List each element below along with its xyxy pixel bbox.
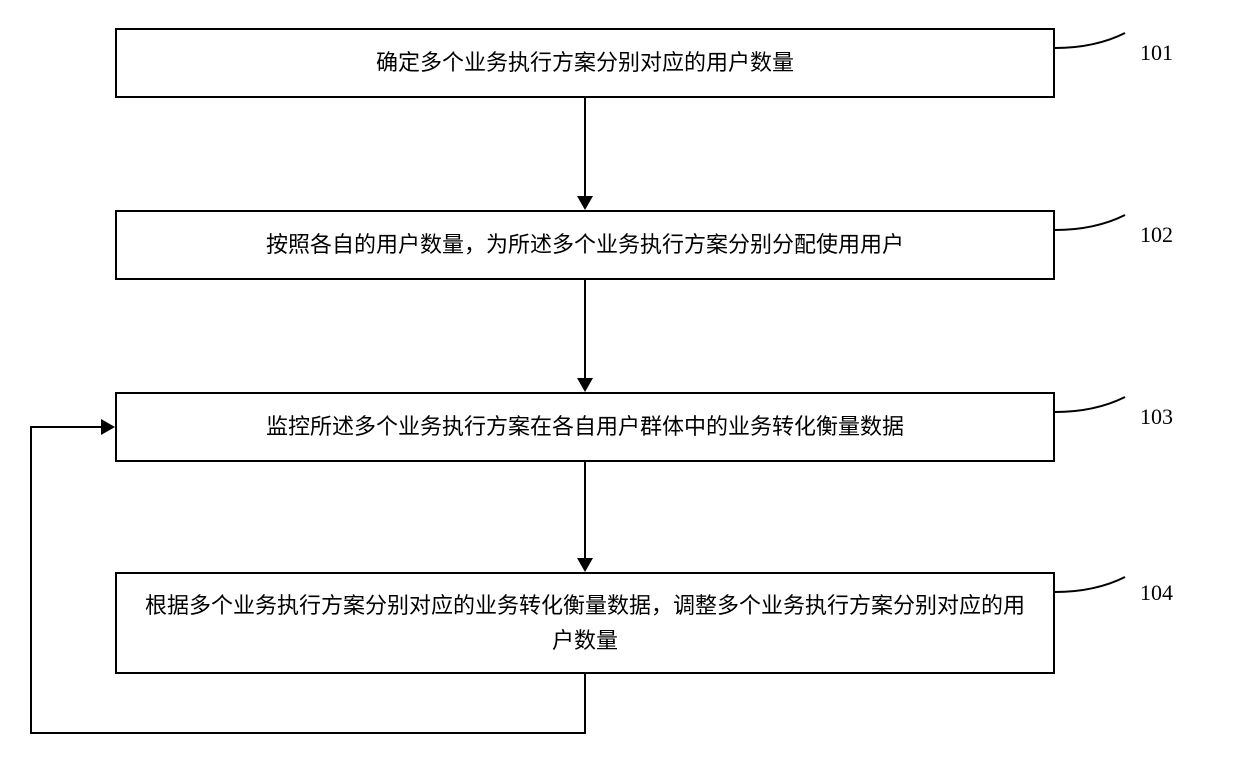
arrow-1-2-line xyxy=(584,98,586,196)
feedback-line-left xyxy=(30,427,32,734)
arrow-3-4-line xyxy=(584,462,586,558)
flow-step-1: 确定多个业务执行方案分别对应的用户数量 xyxy=(115,28,1055,98)
flow-step-2-text: 按照各自的用户数量，为所述多个业务执行方案分别分配使用用户 xyxy=(266,227,904,262)
step-label-1: 101 xyxy=(1140,40,1173,66)
step-label-3: 103 xyxy=(1140,404,1173,430)
step-label-4: 104 xyxy=(1140,580,1173,606)
flow-step-1-text: 确定多个业务执行方案分别对应的用户数量 xyxy=(376,45,794,80)
label-connector-4 xyxy=(1055,572,1135,612)
feedback-line-top xyxy=(30,426,101,428)
flow-step-3: 监控所述多个业务执行方案在各自用户群体中的业务转化衡量数据 xyxy=(115,392,1055,462)
arrow-3-4-head xyxy=(577,558,593,572)
step-label-2: 102 xyxy=(1140,222,1173,248)
label-connector-1 xyxy=(1055,28,1135,68)
arrow-1-2-head xyxy=(577,196,593,210)
flowchart-container: 确定多个业务执行方案分别对应的用户数量 101 按照各自的用户数量，为所述多个业… xyxy=(0,0,1239,777)
flow-step-4-text: 根据多个业务执行方案分别对应的业务转化衡量数据，调整多个业务执行方案分别对应的用… xyxy=(137,588,1033,658)
flow-step-4: 根据多个业务执行方案分别对应的业务转化衡量数据，调整多个业务执行方案分别对应的用… xyxy=(115,572,1055,674)
arrow-2-3-line xyxy=(584,280,586,378)
flow-step-2: 按照各自的用户数量，为所述多个业务执行方案分别分配使用用户 xyxy=(115,210,1055,280)
feedback-line-bottom xyxy=(30,732,586,734)
feedback-arrow-head xyxy=(101,419,115,435)
label-connector-2 xyxy=(1055,210,1135,250)
feedback-line-down xyxy=(584,674,586,734)
arrow-2-3-head xyxy=(577,378,593,392)
flow-step-3-text: 监控所述多个业务执行方案在各自用户群体中的业务转化衡量数据 xyxy=(266,409,904,444)
label-connector-3 xyxy=(1055,392,1135,432)
